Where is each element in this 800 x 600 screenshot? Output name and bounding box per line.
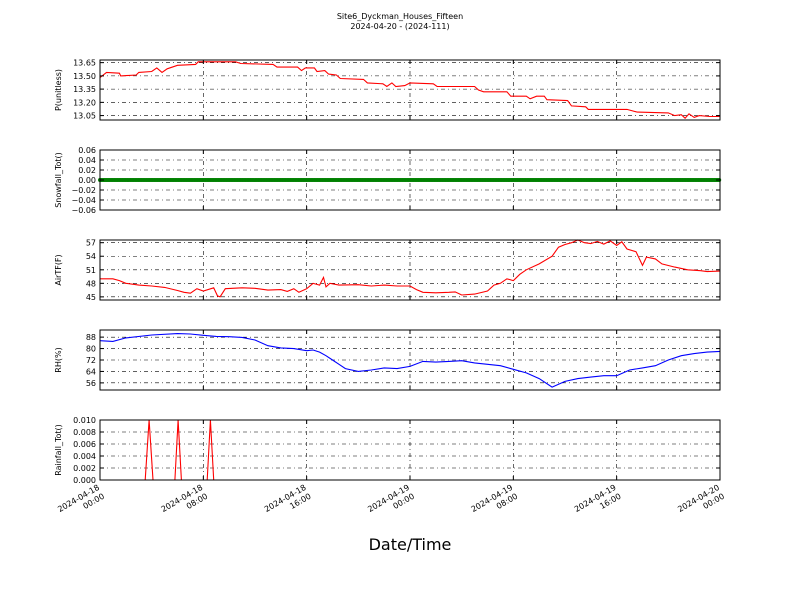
humidity-ytick-label: 80	[86, 345, 96, 354]
airtemp-series-line	[100, 239, 721, 298]
rainfall-ytick-label: 0.010	[73, 416, 96, 425]
snowfall-ytick-label: 0.00	[78, 176, 96, 185]
panels: 13.05 13.20 13.35 13.50 13.65 P(unitless) −0.0…	[54, 59, 722, 485]
airtemp-panel: 45 48 51 54 57 AirTF(F)	[54, 239, 721, 302]
snowfall-ytick-label: 0.04	[78, 156, 96, 165]
humidity-ytick-label: 64	[86, 367, 96, 376]
rainfall-ytick-label: 0.002	[73, 464, 96, 473]
pressure-ytick-label: 13.35	[73, 85, 96, 94]
rainfall-y-axis-label: Rainfall_Tot()	[54, 424, 63, 476]
pressure-series-line	[99, 61, 720, 119]
snowfall-ytick-label: −0.04	[71, 196, 96, 205]
humidity-ytick-label: 56	[86, 379, 96, 388]
rainfall-ytick-label: 0.000	[73, 476, 96, 485]
pressure-y-axis-label: P(unitless)	[54, 69, 63, 111]
pressure-ytick-label: 13.50	[73, 72, 96, 81]
pressure-ytick-label: 13.20	[73, 98, 96, 107]
airtemp-ytick-label: 51	[86, 266, 96, 275]
humidity-ytick-label: 88	[86, 333, 96, 342]
snowfall-ytick-label: 0.06	[78, 146, 96, 155]
humidity-panel: 56 64 72 80 88 RH(%)	[54, 329, 721, 391]
airtemp-ytick-label: 54	[86, 252, 96, 261]
airtemp-ytick-label: 48	[86, 279, 96, 288]
humidity-y-axis-label: RH(%)	[54, 347, 63, 372]
snowfall-ytick-label: −0.02	[71, 186, 96, 195]
snowfall-ytick-label: 0.02	[78, 166, 96, 175]
x-axis-label: Date/Time	[369, 535, 452, 554]
pressure-panel: 13.05 13.20 13.35 13.50 13.65 P(unitless)	[54, 59, 721, 121]
rainfall-panel: 0.000 0.002 0.004 0.006 0.008 0.010 Rainfall_T…	[54, 416, 721, 485]
figure-subtitle: 2024-04-20 - (2024-111)	[350, 22, 449, 31]
airtemp-ytick-label: 45	[86, 293, 96, 302]
airtemp-y-axis-label: AirTF(F)	[54, 254, 63, 285]
pressure-ytick-label: 13.05	[73, 112, 96, 121]
rainfall-ytick-label: 0.004	[73, 452, 96, 461]
humidity-series-line	[99, 333, 721, 388]
snowfall-ytick-label: −0.06	[71, 206, 96, 215]
snowfall-y-axis-label: Snowfall_Tot()	[54, 152, 63, 208]
humidity-ytick-label: 72	[86, 356, 96, 365]
rainfall-ytick-label: 0.006	[73, 440, 96, 449]
snowfall-panel: −0.06−0.04−0.020.000.020.040.06 Snowfall_…	[54, 146, 722, 215]
figure-title: Site6_Dyckman_Houses_Fifteen	[337, 12, 463, 21]
airtemp-ytick-label: 57	[86, 239, 96, 248]
pressure-ytick-label: 13.65	[73, 59, 96, 68]
rainfall-ytick-label: 0.008	[73, 428, 96, 437]
